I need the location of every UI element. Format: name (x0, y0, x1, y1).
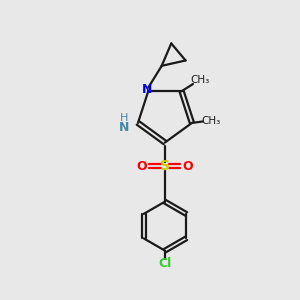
Text: N: N (119, 121, 130, 134)
Text: O: O (136, 160, 147, 173)
Text: CH₃: CH₃ (190, 75, 209, 85)
Text: CH₃: CH₃ (202, 116, 221, 126)
Text: O: O (183, 160, 193, 173)
Text: H: H (120, 112, 129, 123)
Text: Cl: Cl (158, 257, 172, 270)
Text: N: N (142, 83, 152, 96)
Text: S: S (160, 159, 170, 173)
